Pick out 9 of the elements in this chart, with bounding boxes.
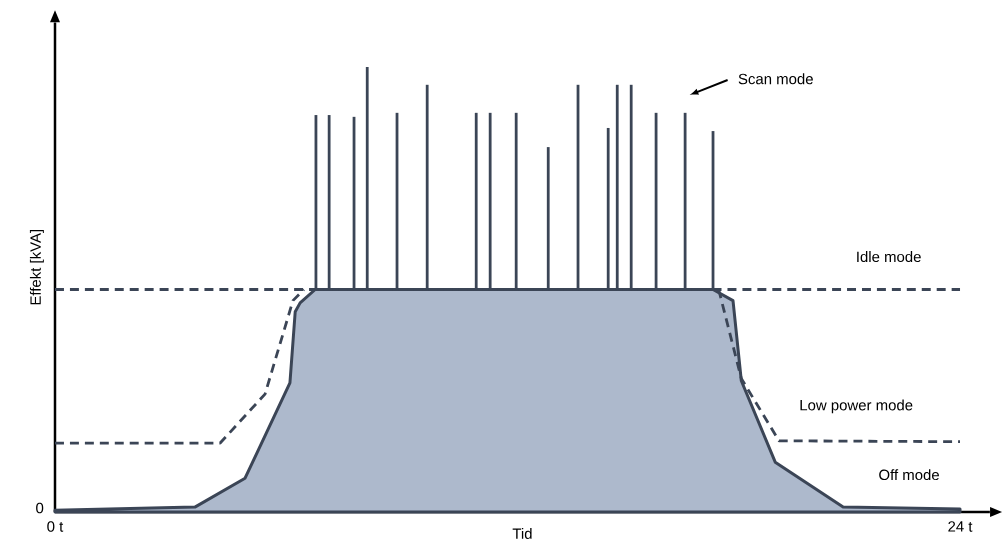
- annotation: Low power mode: [800, 399, 913, 414]
- x-tick-label: 0 t: [47, 521, 64, 532]
- y-axis-title: Effekt [kVA]: [29, 229, 44, 305]
- annotation: Off mode: [879, 469, 939, 481]
- x-axis-title: Tid: [512, 527, 532, 539]
- annotation: Idle mode: [857, 251, 921, 263]
- text: 0: [36, 502, 44, 514]
- x-tick-label: 24 t: [948, 521, 973, 532]
- annotation: Scan mode: [738, 73, 813, 85]
